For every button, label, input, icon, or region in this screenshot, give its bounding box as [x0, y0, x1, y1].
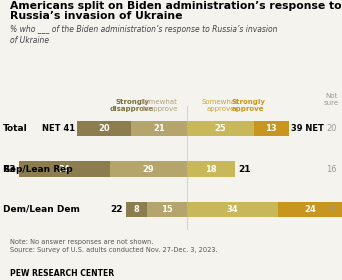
Text: 8: 8	[133, 205, 139, 214]
Text: Somewhat
approve: Somewhat approve	[202, 99, 239, 112]
Text: 19: 19	[326, 205, 337, 214]
Text: 18: 18	[205, 165, 217, 174]
Bar	[78, 121, 131, 136]
Text: Americans split on Biden administration’s response to: Americans split on Biden administration’…	[10, 1, 342, 11]
Text: 29: 29	[143, 165, 154, 174]
Text: Rep/Lean Rep: Rep/Lean Rep	[3, 165, 72, 174]
Bar	[187, 202, 278, 217]
Text: 34: 34	[58, 165, 70, 174]
Text: 20: 20	[326, 124, 337, 133]
Text: 34: 34	[227, 205, 238, 214]
Bar	[187, 121, 254, 136]
Bar	[254, 121, 289, 136]
Text: 25: 25	[214, 124, 226, 133]
Text: 16: 16	[326, 165, 337, 174]
Text: Russia’s invasion of Ukraine: Russia’s invasion of Ukraine	[10, 11, 183, 21]
Bar	[278, 202, 342, 217]
Bar	[19, 161, 109, 177]
Text: Strongly
approve: Strongly approve	[232, 99, 265, 112]
Text: 22: 22	[110, 205, 123, 214]
Bar	[126, 202, 147, 217]
Text: NET 41: NET 41	[42, 124, 75, 133]
Bar	[109, 161, 187, 177]
Text: % who ___ of the Biden administration’s response to Russia’s invasion
of Ukraine: % who ___ of the Biden administration’s …	[10, 25, 278, 45]
Text: 39 NET: 39 NET	[291, 124, 324, 133]
Text: PEW RESEARCH CENTER: PEW RESEARCH CENTER	[10, 269, 114, 278]
Text: 15: 15	[161, 205, 173, 214]
Text: 21: 21	[238, 165, 250, 174]
Text: 13: 13	[265, 124, 277, 133]
Bar	[147, 202, 187, 217]
Text: Dem/Lean Dem: Dem/Lean Dem	[3, 205, 80, 214]
Text: Strongly
disapprove: Strongly disapprove	[110, 99, 155, 112]
Text: Total: Total	[3, 124, 27, 133]
Text: 24: 24	[304, 205, 316, 214]
Text: 63: 63	[3, 165, 16, 174]
Text: 20: 20	[98, 124, 110, 133]
Bar	[131, 121, 187, 136]
Bar	[187, 161, 235, 177]
Text: Somewhat
disapprove: Somewhat disapprove	[140, 99, 178, 112]
Text: Note: No answer responses are not shown.
Source: Survey of U.S. adults conducted: Note: No answer responses are not shown.…	[10, 239, 218, 253]
Text: Not
sure: Not sure	[324, 93, 339, 106]
Text: 21: 21	[153, 124, 165, 133]
